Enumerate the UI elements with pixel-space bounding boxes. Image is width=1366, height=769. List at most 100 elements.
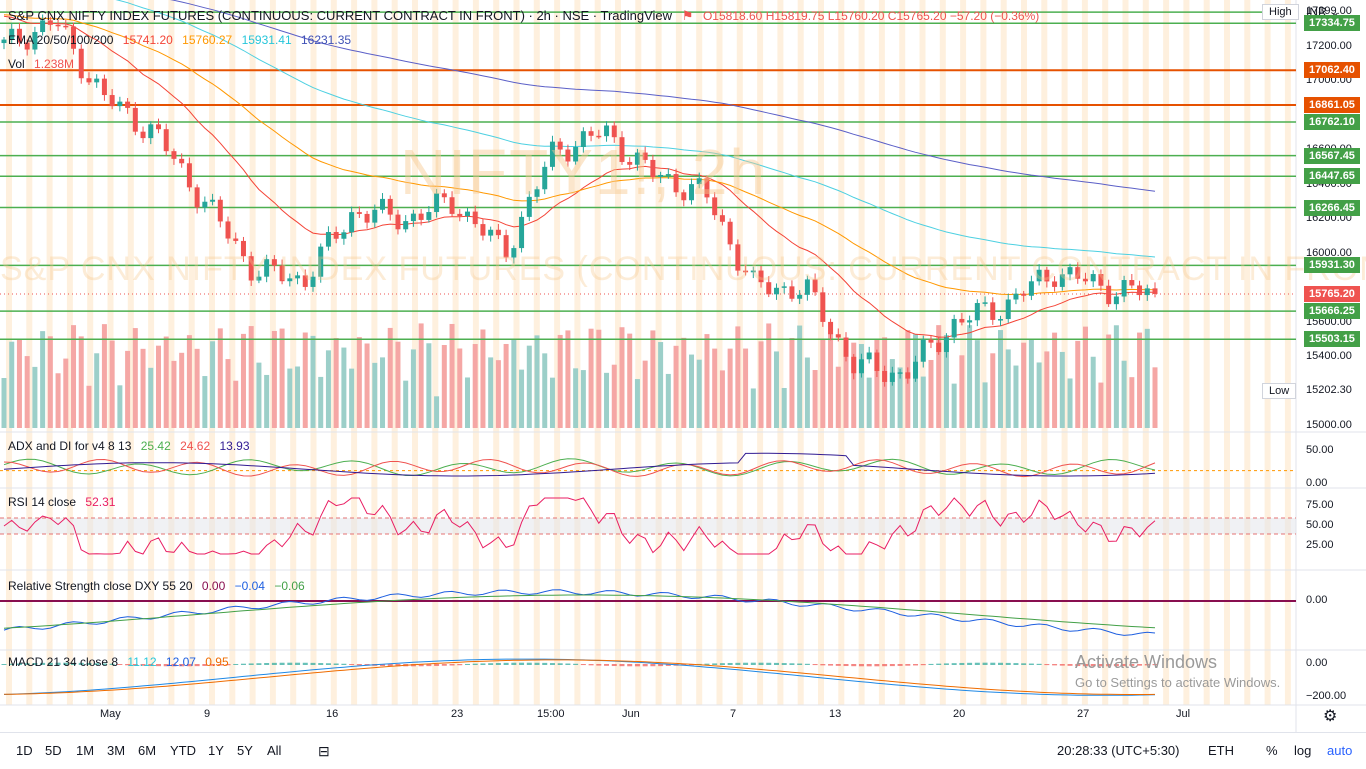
macd-legend[interactable]: MACD 21 34 close 8 11.12 12.07 0.95 [8,655,235,669]
macd-histogram-bar [658,664,664,667]
adx-label: ADX and DI for v4 8 13 [8,439,132,453]
candle-body [967,320,973,323]
candle-body [588,131,594,136]
session-stripe [26,0,33,705]
candle-body [1098,274,1104,286]
volume-bar [426,343,432,428]
macd-histogram-bar [349,664,355,666]
macd-histogram-bar [642,664,648,667]
ema-legend[interactable]: EMA 20/50/100/200 15741.20 15760.27 1593… [8,33,357,47]
macd-histogram-bar [758,662,764,665]
candle-body [735,244,741,271]
candle-body [86,78,92,83]
macd-histogram-bar [94,663,100,665]
macd-histogram-bar [78,662,84,665]
candle-body [441,193,447,198]
adx-legend[interactable]: ADX and DI for v4 8 13 25.42 24.62 13.93 [8,439,256,453]
macd-histogram-bar [125,664,131,666]
range-button-5d[interactable]: 5D [45,743,62,758]
range-button-1d[interactable]: 1D [16,743,33,758]
volume-bar [696,359,702,428]
macd-histogram-bar [356,664,362,666]
session-stripe [960,0,967,705]
macd-label: MACD 21 34 close 8 [8,655,119,669]
macd-histogram-bar [750,662,756,665]
session-stripe [351,0,358,705]
adx-di-minus: 24.62 [180,439,211,453]
activate-line2: Go to Settings to activate Windows. [1075,675,1281,690]
adx-di-plus: 25.42 [140,439,171,453]
price-level-label: 16447.65 [1304,168,1360,185]
candle-body [310,276,316,287]
candle-body [40,20,46,33]
range-button-6m[interactable]: 6M [138,743,157,758]
flag-icon[interactable]: ⚑ [681,8,694,23]
range-button-5y[interactable]: 5Y [237,743,253,758]
macd-histogram-bar [380,664,386,667]
candle-body [1044,269,1050,282]
percent-toggle[interactable]: % [1266,743,1278,758]
candle-body [210,199,216,202]
price-level-label: 15666.25 [1304,303,1360,320]
chart-canvas[interactable] [0,0,1366,732]
candle-body [349,212,355,233]
macd-histogram-bar [1137,664,1143,666]
volume-bar [920,376,926,428]
session-stripe [290,0,297,705]
macd-histogram-bar [526,662,532,665]
candle-body [851,356,857,374]
rs-legend[interactable]: Relative Strength close DXY 55 20 0.00 −… [8,579,311,593]
volume-bar [179,352,185,428]
clock-readout[interactable]: 20:28:33 (UTC+5:30) [1057,743,1180,758]
candle-body [1137,285,1143,296]
macd-histogram-bar [1152,664,1158,666]
candle-body [642,152,648,160]
session-button[interactable]: ETH [1208,743,1234,758]
auto-toggle[interactable]: auto [1327,743,1353,758]
macd-histogram-bar [140,664,146,666]
candle-body [94,78,100,83]
candle-body [333,231,339,239]
session-stripe [1102,0,1109,705]
candle-body [47,20,53,25]
date-range-icon[interactable]: ⊟ [318,743,330,759]
log-toggle[interactable]: log [1294,743,1312,758]
rsi-legend[interactable]: RSI 14 close 52.31 [8,495,121,509]
candle-body [1059,274,1065,287]
volume-bar [990,353,996,428]
ema20-value: 15741.20 [122,33,173,47]
macd-histogram-bar [611,664,617,667]
volume-bar [155,345,161,428]
volume-bar [951,383,957,428]
macd-histogram-bar [959,662,965,665]
macd-histogram-bar [1129,664,1135,666]
range-button-ytd[interactable]: YTD [170,743,196,758]
rsi-line [3,497,1156,555]
volume-bar [534,335,540,428]
macd-histogram-bar [9,663,15,665]
candle-body [565,149,571,162]
volume-bar [982,382,988,428]
macd-histogram-bar [449,664,455,666]
volume-bar [271,330,277,428]
macd-histogram-bar [148,664,154,666]
volume-bar [310,335,316,428]
candle-body [573,147,579,162]
macd-histogram-bar [1113,664,1119,667]
range-button-3m[interactable]: 3M [107,743,126,758]
range-button-1y[interactable]: 1Y [208,743,224,758]
macd-histogram-bar [341,663,347,665]
candle-body [71,26,77,49]
session-stripe [1264,0,1271,705]
volume-bar [843,353,849,428]
macd-histogram-bar [86,663,92,665]
macd-histogram-bar [271,662,277,665]
vol-legend[interactable]: Vol 1.238M [8,57,80,71]
range-button-all[interactable]: All [267,743,282,758]
settings-gear-icon[interactable]: ⚙ [1323,708,1338,725]
macd-histogram-bar [897,664,903,666]
candle-body [24,42,30,50]
macd-histogram-bar [596,664,602,666]
range-button-1m[interactable]: 1M [76,743,95,758]
volume-bar [71,325,77,428]
